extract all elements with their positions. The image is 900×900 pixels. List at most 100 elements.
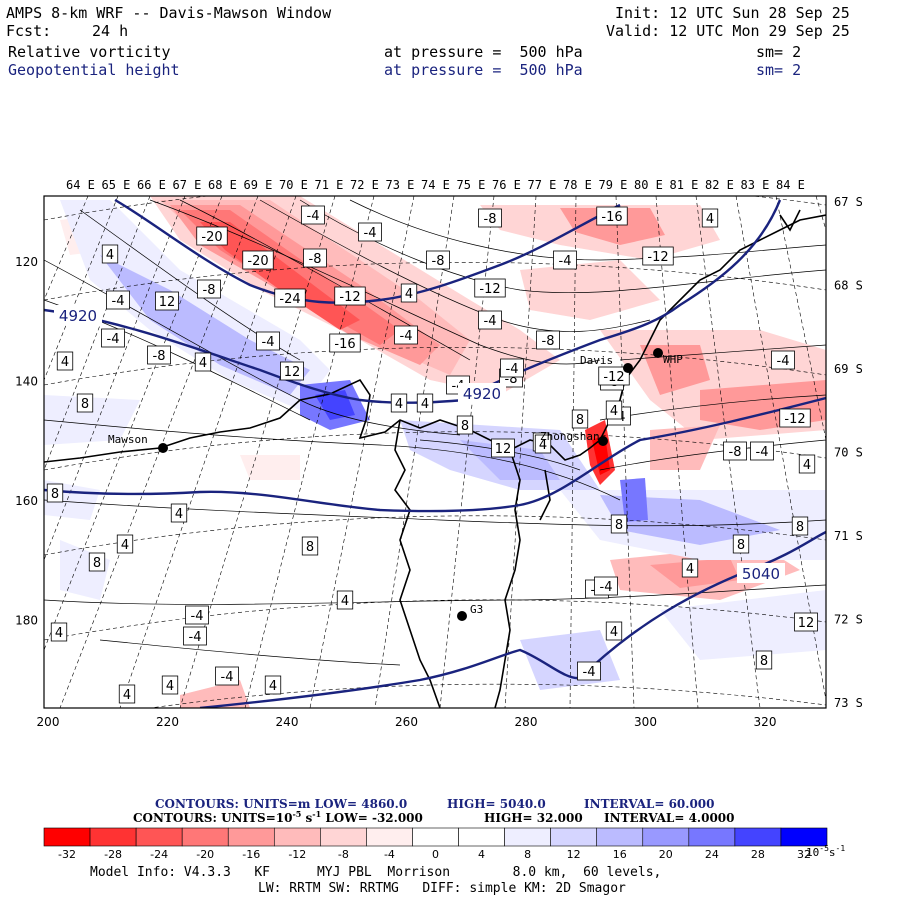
vort-label: -4 (583, 665, 596, 680)
vort-label-box (610, 514, 628, 534)
lon-label: 74 E (421, 178, 450, 192)
vort-label-box (755, 650, 773, 670)
vort-label-box (170, 503, 188, 523)
vort-label: 12 (798, 616, 815, 631)
lat-label: 73 S (834, 696, 863, 710)
colorbar-swatch (504, 827, 551, 847)
height-contour-labels: 4920 4920 5040 (54, 305, 785, 583)
vort-label-box (215, 666, 239, 686)
height-contour-units: CONTOURS: UNITS=m LOW= 4860.0 (155, 797, 407, 811)
vort-label-box (334, 286, 366, 306)
vort-label: 4 (175, 507, 183, 522)
colorbar-tick: 32 (797, 848, 811, 861)
vort-label-box (500, 358, 524, 378)
colorbar-swatch (43, 827, 91, 847)
vort-label: -4 (484, 314, 497, 329)
x-tick-label: 280 (515, 715, 538, 729)
lon-label: 76 E (492, 178, 521, 192)
vort-label: 4 (539, 438, 547, 453)
colorbar-swatch (320, 827, 367, 847)
vort-label: -8 (203, 283, 216, 298)
vort-label-box (723, 441, 747, 461)
vort-label: 4 (405, 287, 413, 302)
colorbar-swatch (734, 827, 782, 847)
vorticity-contour-labels: -20 -20 -8 -8 -4 -4 -8 -8 -16 4 -4 4 -4 12 -8 -24 -12 4 -1… (46, 205, 818, 704)
lon-label: 67 E (173, 178, 202, 192)
vort-label: 4 (199, 356, 207, 371)
vort-label: -4 (107, 332, 120, 347)
lat-label: 71 S (834, 529, 863, 543)
height-contour-high: HIGH= 5040.0 (447, 797, 546, 811)
vort-label: -16 (601, 210, 622, 225)
vort-label: 8 (576, 413, 584, 428)
vort-label-box (264, 675, 282, 695)
vort-label: 8 (760, 654, 768, 669)
lon-label: 82 E (705, 178, 734, 192)
colorbar-tick: 20 (659, 848, 673, 861)
lat-label: 68 S (834, 279, 863, 293)
vort-label-box (336, 590, 354, 610)
height-label: 4920 (59, 307, 97, 325)
vort-label-box (76, 393, 94, 413)
vort-label-box (88, 552, 106, 572)
left-y-labels: 120 140 160 180 (15, 255, 38, 628)
vort-label: 4 (341, 594, 349, 609)
vort-label: -12 (603, 370, 624, 385)
colorbar-swatch (412, 827, 459, 847)
vort-label-box (256, 331, 280, 351)
vort-label-box (474, 278, 506, 298)
colorbar: -32 -28 -24 -20 -16 -12 -8 -4 0 4 8 12 16 20 24 28 32 (43, 827, 828, 861)
vort-label: -4 (191, 609, 204, 624)
vort-label: 4 (55, 626, 63, 641)
vort-label: 4 (106, 248, 114, 263)
vort-label-box (301, 536, 319, 556)
vort-label-box (536, 330, 560, 350)
colorbar-tick: -32 (58, 848, 76, 861)
vort-label: 4 (123, 688, 131, 703)
forecast-label: Fcst: (6, 22, 52, 40)
vort-label-box (301, 205, 325, 225)
vort-label: -4 (307, 209, 320, 224)
vort-contour-interval: INTERVAL= 4.0000 (604, 811, 735, 825)
colorbar-swatch (89, 827, 137, 847)
vort-label-box (791, 516, 809, 536)
stations: Mawson Davis WHP Zhongshan G3 (108, 348, 683, 621)
field2-level: at pressure = 500 hPa (384, 61, 583, 79)
vort-label-box (50, 622, 68, 642)
field1-name: Relative vorticity (8, 43, 171, 61)
vort-label: -8 (729, 445, 742, 460)
vort-label-box (147, 345, 171, 365)
colorbar-swatch (550, 827, 598, 847)
vort-label: 4 (686, 562, 694, 577)
height-label-bg (54, 305, 102, 325)
lat-label: 67 S (834, 195, 863, 209)
station-marker-whp (653, 348, 663, 358)
vort-label: 4 (269, 679, 277, 694)
height-contours (44, 198, 826, 708)
y-tick-label: 160 (15, 494, 38, 508)
vort-label: -8 (484, 212, 497, 227)
colorbar-tick: 28 (751, 848, 765, 861)
vort-label-box (106, 290, 130, 310)
vort-label-box (594, 576, 618, 596)
vort-label-box (577, 661, 601, 681)
lon-label: 69 E (244, 178, 273, 192)
vort-label: 4 (706, 212, 714, 227)
lon-label: 81 E (670, 178, 699, 192)
x-tick-label: 220 (156, 715, 179, 729)
height-label-bg (737, 563, 785, 583)
vort-label-box (155, 291, 179, 311)
vort-label-box (779, 408, 811, 428)
model-info-physics: LW: RRTM SW: RRTMG DIFF: simple KM: 2D S… (258, 881, 626, 896)
station-marker-mawson (158, 443, 168, 453)
colorbar-swatch (780, 827, 828, 847)
lon-label: 83 E (741, 178, 770, 192)
vort-label: -4 (777, 354, 790, 369)
lon-label: 66 E (137, 178, 166, 192)
lon-label: 64 E (66, 178, 95, 192)
field2-smoothing: sm= 2 (756, 61, 802, 79)
colorbar-tick: -12 (288, 848, 306, 861)
colorbar-tick: -8 (338, 848, 349, 861)
vort-label: -20 (201, 230, 222, 245)
vort-label: 8 (93, 556, 101, 571)
